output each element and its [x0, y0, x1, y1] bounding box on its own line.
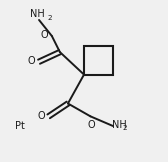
- Text: NH: NH: [30, 9, 45, 19]
- Text: O: O: [28, 56, 36, 66]
- Text: 2: 2: [47, 15, 52, 21]
- Text: O: O: [38, 110, 45, 121]
- Text: Pt: Pt: [15, 121, 25, 131]
- Text: O: O: [41, 30, 48, 40]
- Text: NH: NH: [112, 120, 127, 130]
- Text: 2: 2: [123, 125, 128, 131]
- Text: O: O: [87, 120, 95, 130]
